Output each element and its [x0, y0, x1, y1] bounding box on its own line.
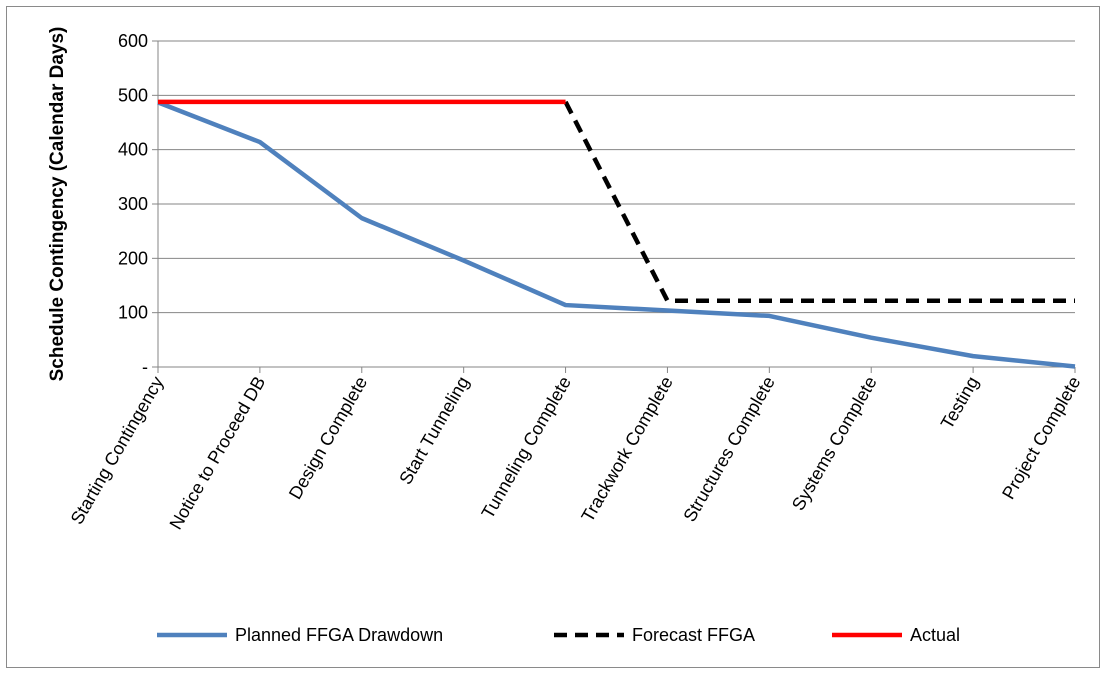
y-tick-label: 500 — [118, 85, 148, 105]
y-tick-label: 600 — [118, 31, 148, 51]
line-chart: - 100 200 300 400 500 600 Starting Contingency… — [47, 27, 1085, 645]
x-tick-label: Starting Contingency — [67, 373, 168, 528]
x-tick-label: Structures Complete — [679, 373, 778, 525]
y-tick-label: 300 — [118, 194, 148, 214]
series-lines — [157, 99, 1076, 369]
legend-entry: Actual — [910, 625, 960, 645]
x-tick-label: Design Complete — [285, 373, 371, 503]
x-tick-label: Testing — [937, 373, 983, 432]
x-tick-label: Tunneling Complete — [477, 373, 575, 522]
legend-entry: Planned FFGA Drawdown — [235, 625, 443, 645]
x-tick-label: Project Complete — [998, 373, 1084, 503]
series-line-planned-ffga-drawdown — [157, 100, 1076, 369]
axes — [152, 40, 1076, 373]
y-tick-label: 200 — [118, 248, 148, 268]
x-tick-label: Notice to Proceed DB — [165, 373, 269, 533]
x-tick-label: Start Tunneling — [395, 373, 473, 488]
series-line-forecast-ffga — [563, 100, 1075, 303]
y-tick-labels: - 100 200 300 400 500 600 — [118, 31, 148, 377]
y-tick-label: 400 — [118, 140, 148, 160]
x-tick-label: Systems Complete — [788, 373, 881, 514]
y-tick-label: 100 — [118, 303, 148, 323]
legend: Planned FFGA Drawdown Forecast FFGA Actual — [157, 625, 960, 645]
y-tick-label: - — [142, 357, 148, 377]
y-axis-label: Schedule Contingency (Calendar Days) — [47, 27, 68, 382]
x-tick-label: Trackwork Complete — [577, 373, 677, 525]
chart-frame: - 100 200 300 400 500 600 Starting Contingency… — [6, 6, 1100, 668]
gridlines — [158, 40, 1075, 314]
legend-entry: Forecast FFGA — [632, 625, 755, 645]
